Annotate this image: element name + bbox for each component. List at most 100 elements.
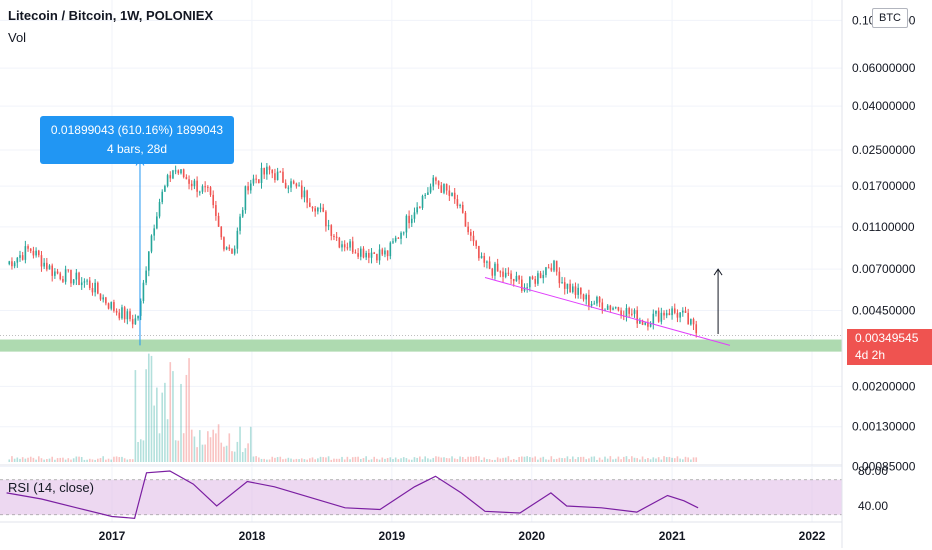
volume-bar	[625, 456, 628, 462]
volume-bar	[534, 456, 537, 462]
x-tick-label: 2021	[659, 529, 686, 543]
candle	[478, 245, 480, 259]
candle	[78, 272, 80, 286]
volume-bar	[402, 457, 405, 462]
candle	[266, 166, 268, 175]
x-tick-label: 2017	[99, 529, 126, 543]
candle	[461, 204, 464, 213]
volume-bar	[518, 456, 520, 462]
candle	[8, 261, 11, 265]
candle	[542, 274, 545, 279]
volume-bar	[368, 459, 370, 462]
measure-tooltip-line2: 4 bars, 28d	[106, 142, 168, 156]
candle	[467, 226, 469, 233]
candle	[97, 282, 99, 294]
candle	[284, 182, 287, 188]
candle	[690, 319, 692, 325]
volume-bar	[443, 457, 445, 462]
candle	[110, 302, 113, 309]
candle	[158, 202, 161, 217]
candle	[593, 303, 596, 305]
volume-bar	[255, 456, 257, 462]
volume-bar	[386, 458, 389, 462]
volume-bar	[29, 456, 32, 462]
volume-bar	[354, 456, 357, 462]
candle	[207, 186, 209, 188]
volume-bar	[451, 456, 453, 462]
volume-bar	[182, 433, 185, 462]
volume-bar	[620, 459, 622, 462]
candle	[295, 183, 298, 187]
volume-bar	[429, 459, 432, 462]
candle	[673, 308, 676, 313]
candle	[161, 191, 164, 203]
volume-bar	[298, 459, 300, 462]
candle	[322, 207, 325, 212]
volume-bar	[24, 458, 27, 462]
candle	[625, 308, 628, 317]
volume-bar	[424, 456, 427, 462]
volume-bar	[475, 456, 477, 462]
volume-bar	[300, 458, 303, 462]
candle	[499, 271, 502, 273]
candle	[241, 210, 244, 217]
x-tick-label: 2018	[239, 529, 266, 543]
price-unit-badge[interactable]: BTC	[872, 8, 908, 28]
volume-bar	[231, 451, 233, 462]
candle	[83, 281, 86, 283]
candle	[123, 307, 126, 320]
y-tick-label: 0.00450000	[852, 304, 916, 318]
candle	[537, 273, 539, 284]
candle	[378, 249, 381, 261]
candle	[94, 282, 96, 293]
volume-bar	[676, 456, 679, 462]
volume-bar	[314, 459, 316, 462]
volume-bar	[115, 456, 118, 462]
volume-bar	[59, 457, 62, 462]
volume-bar	[588, 458, 590, 462]
volume-bar	[381, 457, 384, 462]
volume-bar	[19, 458, 21, 462]
candle	[397, 237, 400, 239]
candle	[249, 183, 252, 191]
volume-bar	[150, 355, 153, 462]
candle	[247, 186, 249, 191]
volume-bar	[644, 459, 647, 462]
candle	[483, 256, 486, 263]
candle	[19, 255, 21, 258]
volume-bar	[437, 456, 440, 462]
candle	[201, 186, 204, 192]
candle	[75, 272, 78, 280]
candle	[99, 293, 102, 300]
candle	[394, 237, 397, 242]
candle	[649, 324, 652, 327]
volume-bar	[553, 459, 555, 462]
volume-bar	[445, 458, 448, 462]
candle	[274, 173, 276, 181]
volume-bar	[169, 362, 172, 462]
volume-bar	[684, 456, 687, 462]
volume-bar	[631, 456, 633, 462]
candle	[223, 237, 225, 250]
volume-bar	[405, 458, 408, 462]
volume-bar	[131, 459, 134, 462]
volume-bar	[228, 433, 231, 462]
candle	[639, 320, 641, 324]
candle	[657, 310, 660, 322]
symbol-title[interactable]: Litecoin / Bitcoin, 1W, POLONIEX	[8, 8, 214, 23]
candle	[343, 244, 346, 248]
candle	[43, 262, 45, 267]
volume-bar	[284, 458, 287, 462]
candle	[419, 207, 421, 209]
candle	[402, 232, 405, 234]
volume-bar	[295, 458, 298, 462]
candle	[70, 269, 72, 284]
candle	[679, 312, 681, 318]
candle	[180, 169, 182, 174]
volume-bar	[35, 459, 37, 462]
volume-bar	[223, 446, 225, 462]
volume-bar	[105, 459, 107, 462]
candle	[102, 297, 104, 300]
volume-bar	[156, 387, 158, 462]
